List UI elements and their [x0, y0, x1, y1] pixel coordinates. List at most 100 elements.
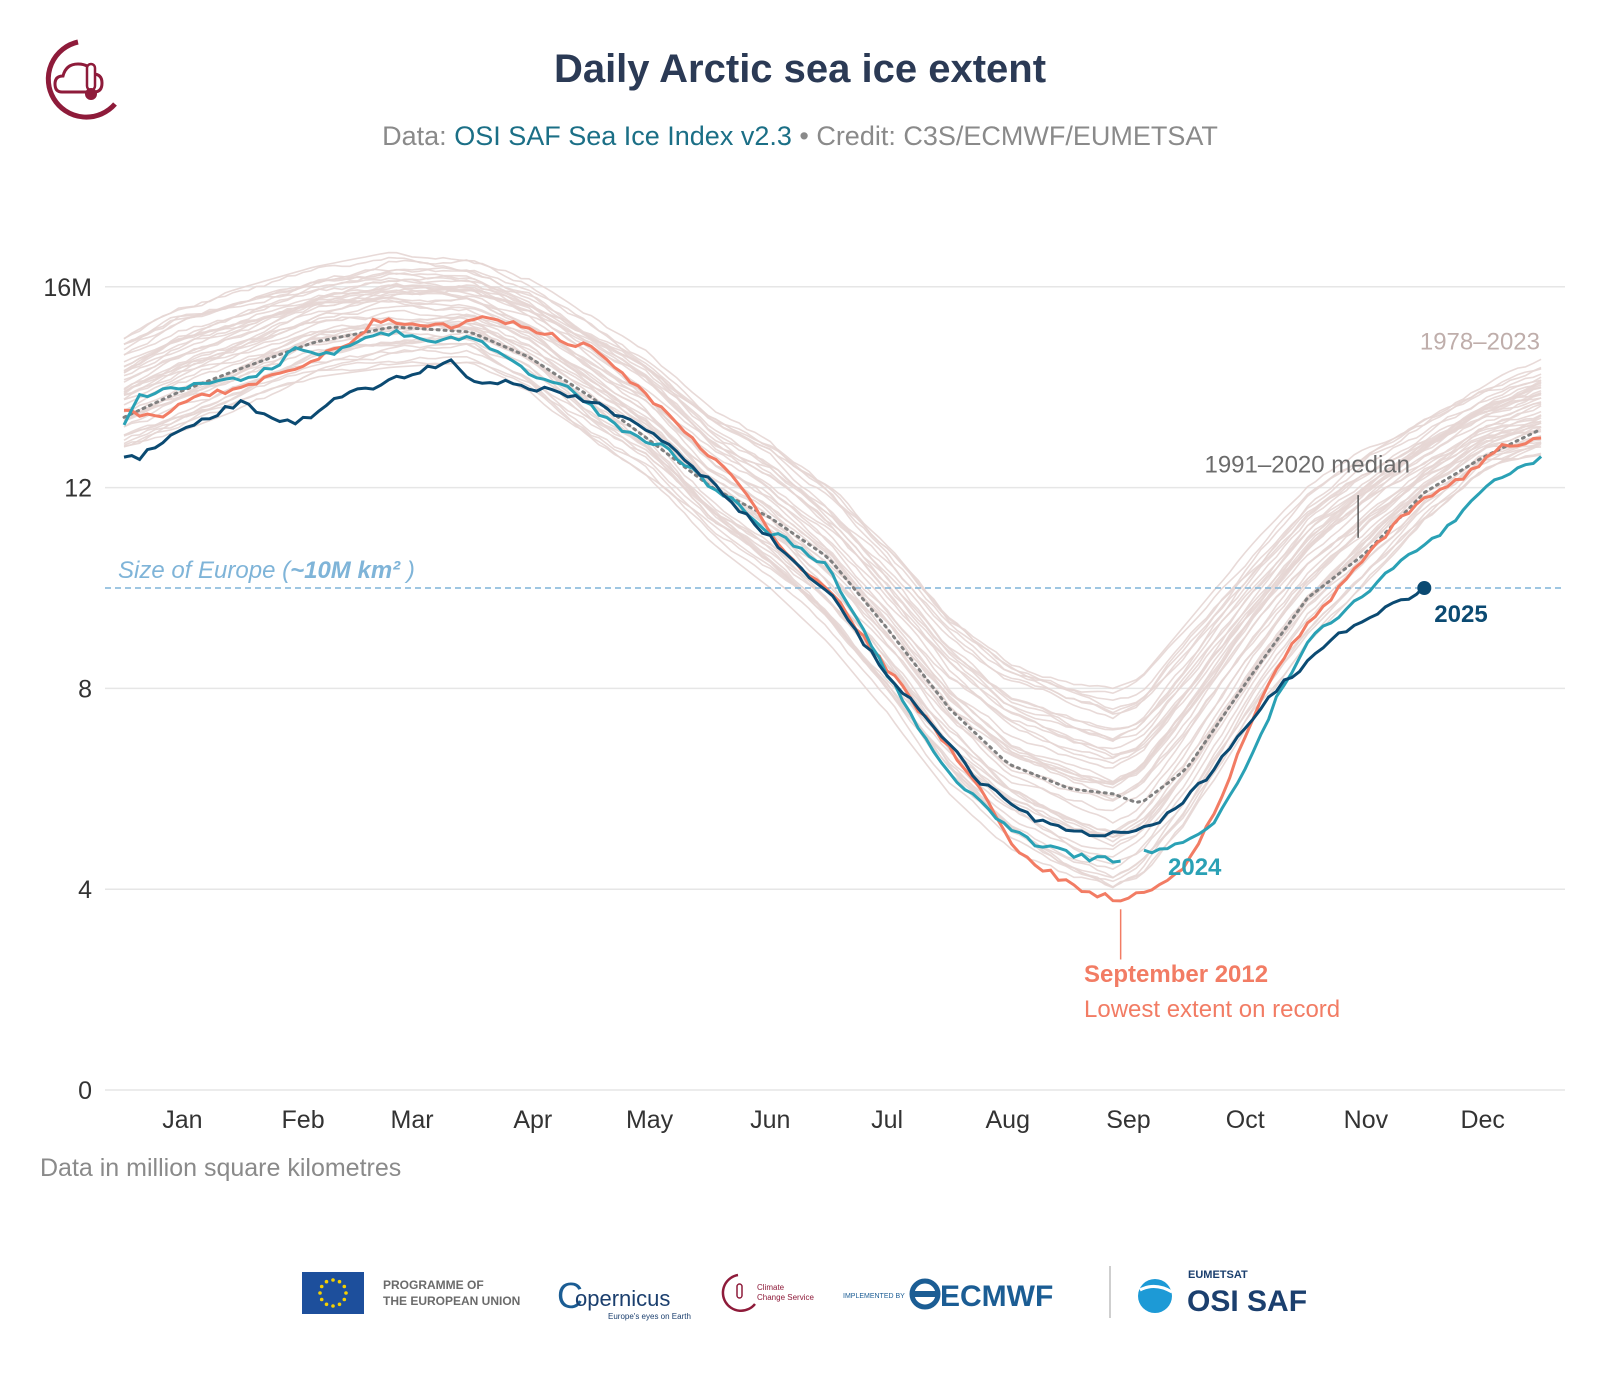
eu-star-icon	[324, 1302, 329, 1307]
historical-year-line	[123, 288, 1542, 759]
x-tick-label-jun: Jun	[750, 1106, 790, 1134]
page-title: Daily Arctic sea ice extent	[554, 47, 1046, 91]
copernicus-wordmark: opernicus	[575, 1286, 670, 1311]
historical-year-line	[123, 323, 1542, 785]
x-tick-label-feb: Feb	[282, 1106, 325, 1134]
x-tick-label-oct: Oct	[1226, 1106, 1265, 1134]
historical-year-line	[123, 297, 1542, 786]
eu-logo: PROGRAMME OF THE EUROPEAN UNION	[302, 1272, 520, 1314]
y-axis-ticks: 0 4 8 12 16M	[43, 274, 92, 1105]
historical-year-line	[123, 256, 1542, 695]
c3s-small-thermometer-icon	[736, 1283, 743, 1299]
ecmwf-swirl-bar-icon	[912, 1291, 938, 1297]
copernicus-c-icon: C	[557, 1275, 583, 1316]
x-tick-label-aug: Aug	[986, 1106, 1030, 1134]
historical-year-line	[123, 342, 1542, 879]
x-tick-label-mar: Mar	[391, 1106, 434, 1134]
eu-star-icon	[331, 1304, 335, 1308]
osisaf-wave-icon	[1139, 1285, 1173, 1294]
x-tick-label-may: May	[626, 1106, 674, 1134]
copernicus-logo: C opernicus Europe's eyes on Earth	[557, 1275, 691, 1321]
x-tick-label-dec: Dec	[1460, 1106, 1504, 1134]
eu-star-icon	[319, 1297, 324, 1302]
eu-star-icon	[319, 1284, 324, 1289]
footer-logos: PROGRAMME OF THE EUROPEAN UNION C operni…	[302, 1266, 1307, 1321]
y-tick-label: 0	[78, 1077, 92, 1105]
subtitle: Data: OSI SAF Sea Ice Index v2.3 • Credi…	[382, 121, 1218, 151]
historical-year-line	[123, 286, 1542, 785]
x-axis-ticks: Jan Feb Mar Apr May Jun Jul Aug Sep Oct Nov Dec	[162, 1106, 1505, 1134]
median-line	[122, 325, 1543, 804]
eu-text-line1: PROGRAMME OF	[383, 1278, 484, 1292]
y-tick-label: 8	[78, 675, 92, 703]
ecmwf-logo: IMPLEMENTED BY ECMWF	[843, 1278, 1053, 1313]
historical-year-line	[123, 266, 1542, 714]
historical-year-line	[123, 282, 1542, 731]
eu-star-icon	[337, 1302, 342, 1307]
c3s-footer-logo: Climate Change Service	[721, 1273, 814, 1312]
c3s-text-line1: Climate	[757, 1283, 785, 1292]
implemented-by-text: IMPLEMENTED BY	[843, 1293, 905, 1300]
historical-year-line	[123, 298, 1542, 756]
thermometer-bulb-icon	[85, 88, 97, 100]
osisaf-wordmark: OSI SAF	[1187, 1285, 1307, 1318]
y-tick-label: 4	[78, 876, 92, 904]
eu-star-icon	[331, 1278, 335, 1282]
median-label: 1991–2020 median	[1204, 452, 1410, 479]
label-2012-caption: Lowest extent on record	[1084, 996, 1340, 1023]
highlight-series	[122, 315, 1543, 903]
historical-range-label: 1978–2023	[1420, 329, 1540, 356]
historical-year-line	[123, 272, 1542, 711]
europe-reference-label: Size of Europe (~10M km² )	[118, 557, 415, 584]
eu-star-icon	[344, 1291, 348, 1295]
osisaf-globe-icon	[1138, 1279, 1172, 1313]
x-tick-label-jul: Jul	[871, 1106, 903, 1134]
eu-stars-icon	[318, 1278, 348, 1308]
europe-reference: Size of Europe (~10M km² )	[105, 557, 1565, 589]
historical-year-line	[123, 278, 1542, 702]
data-source-link[interactable]: OSI SAF Sea Ice Index v2.3	[454, 121, 792, 151]
historical-year-line	[123, 275, 1542, 740]
units-note: Data in million square kilometres	[40, 1154, 401, 1182]
y-tick-label: 16M	[43, 274, 92, 302]
eu-text-line2: THE EUROPEAN UNION	[383, 1294, 520, 1308]
c3s-header-logo	[45, 39, 117, 120]
label-2012-title: September 2012	[1084, 961, 1268, 988]
copernicus-tagline: Europe's eyes on Earth	[608, 1312, 691, 1321]
thermometer-icon	[85, 62, 97, 92]
eu-star-icon	[324, 1279, 329, 1284]
y-tick-label: 12	[64, 475, 92, 503]
historical-year-line	[123, 309, 1542, 797]
ecmwf-wordmark: ECMWF	[940, 1280, 1053, 1313]
label-2025: 2025	[1434, 601, 1487, 628]
historical-year-line	[123, 251, 1542, 690]
x-tick-label-jan: Jan	[162, 1106, 202, 1134]
historical-year-line	[123, 342, 1542, 883]
historical-year-line	[123, 315, 1542, 839]
x-tick-label-nov: Nov	[1344, 1106, 1389, 1134]
eumetsat-osisaf-logo: EUMETSAT OSI SAF	[1138, 1269, 1307, 1318]
series-2024-line	[122, 328, 1543, 864]
eu-star-icon	[337, 1279, 342, 1284]
series-2025-line	[123, 358, 1426, 838]
c3s-small-arc-icon	[721, 1273, 756, 1312]
c3s-text-line2: Change Service	[757, 1293, 814, 1302]
historical-year-line	[123, 289, 1542, 783]
eu-star-icon	[342, 1284, 347, 1289]
eumetsat-wordmark: EUMETSAT	[1188, 1269, 1248, 1281]
x-tick-label-apr: Apr	[513, 1106, 552, 1134]
x-tick-label-sep: Sep	[1106, 1106, 1150, 1134]
historical-year-line	[123, 259, 1542, 720]
subtitle-prefix: Data:	[382, 121, 454, 151]
subtitle-credit: • Credit: C3S/ECMWF/EUMETSAT	[792, 121, 1218, 151]
eu-star-icon	[342, 1297, 347, 1302]
eu-star-icon	[318, 1291, 322, 1295]
historical-lines	[123, 251, 1542, 889]
label-2024: 2024	[1168, 854, 1222, 881]
historical-year-line	[123, 268, 1542, 743]
cloud-icon	[53, 62, 104, 94]
c3s-arc-icon	[45, 39, 117, 120]
historical-year-line	[123, 339, 1542, 888]
endpoint-2025-marker	[1417, 581, 1432, 595]
